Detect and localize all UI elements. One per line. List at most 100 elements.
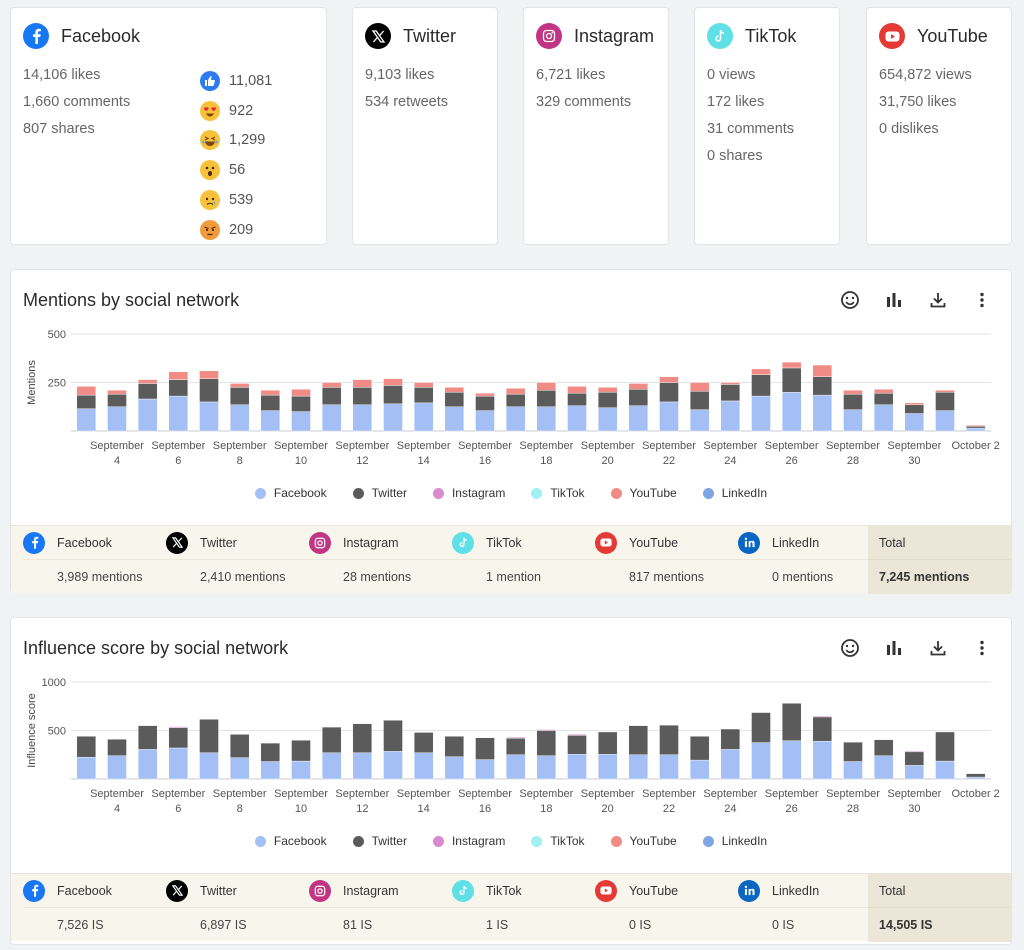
chart-type-button[interactable] <box>879 633 909 663</box>
bar-segment-facebook[interactable] <box>781 391 802 432</box>
bar-segment-twitter[interactable] <box>505 738 526 755</box>
bar-segment-twitter[interactable] <box>199 719 219 754</box>
bar-segment-youtube[interactable] <box>137 379 158 384</box>
bar-segment-youtube[interactable] <box>76 386 97 396</box>
bar-segment-facebook[interactable] <box>659 754 679 780</box>
bar-segment-twitter[interactable] <box>199 378 219 403</box>
bar-segment-facebook[interactable] <box>536 406 557 432</box>
bar-segment-twitter[interactable] <box>76 394 97 409</box>
bar-segment-twitter[interactable] <box>720 728 741 750</box>
bar-segment-twitter[interactable] <box>812 376 833 396</box>
bar-segment-facebook[interactable] <box>659 401 679 432</box>
bar-segment-youtube[interactable] <box>107 390 127 395</box>
bar-segment-twitter[interactable] <box>567 392 587 406</box>
bar-segment-twitter[interactable] <box>444 391 465 407</box>
bar-segment-facebook[interactable] <box>291 411 311 432</box>
bar-segment-facebook[interactable] <box>413 752 434 780</box>
bar-segment-twitter[interactable] <box>321 387 342 406</box>
bar-segment-twitter[interactable] <box>352 723 373 754</box>
chart-type-button[interactable] <box>879 285 909 315</box>
bar-segment-facebook[interactable] <box>505 754 526 780</box>
bar-segment-facebook[interactable] <box>536 755 557 780</box>
bar-segment-twitter[interactable] <box>505 393 526 407</box>
bar-segment-youtube[interactable] <box>873 389 894 394</box>
bar-segment-youtube[interactable] <box>383 378 403 386</box>
sentiment-button[interactable] <box>835 633 865 663</box>
bar-segment-facebook[interactable] <box>383 751 403 780</box>
bar-segment-twitter[interactable] <box>935 731 955 762</box>
bar-segment-facebook[interactable] <box>751 395 771 432</box>
bar-segment-twitter[interactable] <box>137 383 158 400</box>
bar-segment-youtube[interactable] <box>475 392 495 397</box>
bar-segment-instagram[interactable] <box>904 750 925 753</box>
bar-segment-twitter[interactable] <box>444 736 465 757</box>
bar-segment-facebook[interactable] <box>904 765 925 780</box>
bar-segment-twitter[interactable] <box>781 367 802 393</box>
bar-segment-twitter[interactable] <box>935 391 955 411</box>
bar-segment-facebook[interactable] <box>444 756 465 780</box>
bar-segment-facebook[interactable] <box>873 755 894 780</box>
bar-segment-twitter[interactable] <box>843 393 863 410</box>
bar-segment-twitter[interactable] <box>536 730 557 756</box>
bar-segment-twitter[interactable] <box>260 742 281 762</box>
bar-segment-twitter[interactable] <box>168 727 189 749</box>
bar-segment-twitter[interactable] <box>751 374 771 397</box>
bar-segment-twitter[interactable] <box>567 735 587 755</box>
bar-segment-facebook[interactable] <box>76 756 97 780</box>
bar-segment-twitter[interactable] <box>168 379 189 397</box>
bar-segment-facebook[interactable] <box>597 754 618 780</box>
bar-segment-twitter[interactable] <box>383 720 403 752</box>
bar-segment-twitter[interactable] <box>413 387 434 404</box>
bar-segment-twitter[interactable] <box>352 387 373 406</box>
legend-item-tiktok[interactable]: TikTok <box>531 486 585 500</box>
bar-segment-twitter[interactable] <box>628 725 649 755</box>
bar-segment-twitter[interactable] <box>229 387 250 406</box>
bar-segment-facebook[interactable] <box>965 427 986 432</box>
bar-segment-youtube[interactable] <box>229 383 250 388</box>
bar-segment-facebook[interactable] <box>689 409 710 432</box>
bar-segment-twitter[interactable] <box>229 734 250 758</box>
more-options-button[interactable] <box>967 285 997 315</box>
bar-segment-facebook[interactable] <box>321 404 342 432</box>
bar-segment-twitter[interactable] <box>597 731 618 755</box>
more-options-button[interactable] <box>967 633 997 663</box>
bar-segment-twitter[interactable] <box>76 736 97 758</box>
bar-segment-youtube[interactable] <box>965 424 986 427</box>
bar-segment-facebook[interactable] <box>229 404 250 432</box>
bar-segment-youtube[interactable] <box>659 376 679 383</box>
bar-segment-facebook[interactable] <box>812 740 833 780</box>
bar-segment-youtube[interactable] <box>352 379 373 388</box>
legend-item-linkedin[interactable]: LinkedIn <box>702 486 767 500</box>
bar-segment-twitter[interactable] <box>597 391 618 408</box>
bar-segment-twitter[interactable] <box>628 389 649 406</box>
bar-segment-facebook[interactable] <box>229 757 250 780</box>
legend-item-youtube[interactable]: YouTube <box>610 486 677 500</box>
legend-item-instagram[interactable]: Instagram <box>432 834 505 848</box>
bar-segment-twitter[interactable] <box>689 391 710 410</box>
bar-segment-facebook[interactable] <box>107 406 127 432</box>
bar-segment-twitter[interactable] <box>965 425 986 429</box>
bar-segment-youtube[interactable] <box>689 382 710 392</box>
bar-segment-facebook[interactable] <box>720 400 741 432</box>
bar-segment-facebook[interactable] <box>291 760 311 780</box>
legend-item-twitter[interactable]: Twitter <box>352 486 407 500</box>
bar-segment-instagram[interactable] <box>505 737 526 739</box>
bar-segment-youtube[interactable] <box>812 364 833 377</box>
bar-segment-facebook[interactable] <box>76 408 97 432</box>
bar-segment-facebook[interactable] <box>168 395 189 432</box>
bar-segment-facebook[interactable] <box>107 755 127 780</box>
bar-segment-youtube[interactable] <box>628 383 649 390</box>
bar-segment-facebook[interactable] <box>965 776 986 780</box>
bar-segment-facebook[interactable] <box>199 401 219 432</box>
bar-segment-facebook[interactable] <box>137 398 158 432</box>
legend-item-tiktok[interactable]: TikTok <box>531 834 585 848</box>
bar-segment-facebook[interactable] <box>628 754 649 780</box>
bar-segment-twitter[interactable] <box>321 726 342 754</box>
bar-segment-youtube[interactable] <box>843 390 863 395</box>
bar-segment-facebook[interactable] <box>352 404 373 432</box>
bar-segment-twitter[interactable] <box>260 394 281 411</box>
bar-segment-youtube[interactable] <box>291 389 311 397</box>
bar-segment-twitter[interactable] <box>843 741 863 762</box>
bar-segment-youtube[interactable] <box>935 390 955 393</box>
bar-segment-twitter[interactable] <box>659 724 679 755</box>
